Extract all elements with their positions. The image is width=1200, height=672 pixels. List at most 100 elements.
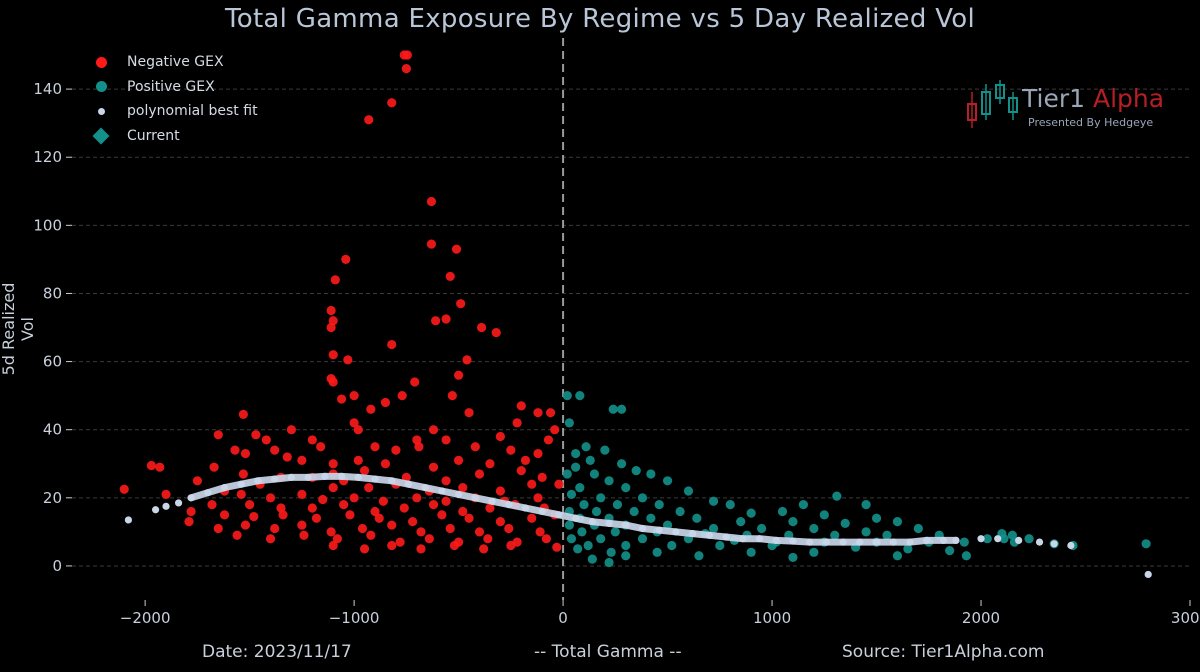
best-fit-legend-marker [97,107,105,115]
x-tick-label: 0 [558,609,568,627]
legend-label-negative-gex: Negative GEX [127,54,224,71]
negative-gex-point [232,530,242,540]
positive-gex-point [562,469,572,479]
negative-gex-point [238,409,248,419]
negative-gex-point [184,517,194,527]
positive-gex-point [861,500,871,510]
positive-gex-point [830,530,840,540]
negative-gex-point [359,465,370,476]
legend-entry-negative-gex: Negative GEX [88,50,258,75]
best-fit-point [977,535,985,543]
negative-gex-point [349,391,359,401]
positive-gex-point [959,537,969,547]
positive-gex-point [861,527,871,537]
negative-gex-point [249,511,259,522]
negative-gex-point [426,239,437,249]
negative-gex-point [441,496,451,506]
positive-gex-point [725,500,735,510]
negative-gex-point [387,339,397,350]
negative-gex-point [366,404,376,414]
negative-gex-point [453,455,464,465]
negative-gex-point [535,527,545,537]
negative-gex-point [506,445,516,455]
positive-gex-point [892,517,903,527]
positive-gex-point [999,534,1009,544]
best-fit-point [1050,540,1058,548]
negative-gex-point [453,370,464,380]
negative-gex-point [391,445,401,455]
negative-gex-point [458,506,468,517]
x-tick-label: 2000 [962,609,1000,627]
negative-gex-point [491,328,501,338]
positive-gex-point [637,534,648,544]
y-tick-label: 20 [43,489,62,507]
negative-gex-legend-marker [95,56,107,68]
negative-gex-point [357,523,368,534]
negative-gex-point [451,244,462,254]
positive-gex-point [604,476,614,486]
negative-gex-point [330,275,340,285]
negative-gex-point [512,418,522,428]
positive-gex-legend-marker [95,81,107,93]
best-fit-point [1015,536,1023,544]
negative-gex-point [554,479,564,489]
positive-gex-point [683,486,694,496]
negative-gex-point [527,513,537,523]
negative-gex-point [550,425,560,435]
positive-gex-point [577,527,587,537]
negative-gex-point [299,530,309,540]
positive-gex-point [788,517,798,527]
negative-gex-point [364,115,374,125]
negative-gex-point [370,442,380,452]
legend-entry-current: Current [88,124,258,149]
negative-gex-point [378,496,388,506]
positive-gex-point [819,510,829,520]
negative-gex-point [207,500,217,510]
negative-gex-point [441,435,451,445]
x-tick-label: −2000 [120,609,171,627]
negative-gex-point [520,455,531,465]
negative-gex-point [265,534,276,544]
positive-gex-point [575,483,585,493]
negative-gex-point [370,506,380,517]
negative-gex-point [380,397,391,408]
brand-subtitle: Presented By Hedgeye [1028,116,1154,129]
positive-gex-point [621,540,631,551]
negative-gex-point [341,254,351,264]
y-tick-label: 40 [43,421,62,439]
negative-gex-point [326,305,336,316]
positive-gex-point [694,551,704,561]
negative-gex-point [278,510,288,520]
positive-gex-point [798,500,809,510]
negative-gex-point [483,534,493,544]
y-tick-label: 0 [52,557,62,575]
positive-gex-point [662,476,673,486]
y-tick-label: 120 [33,148,62,166]
negative-gex-point [328,540,338,551]
x-tick-label: −1000 [329,609,380,627]
negative-gex-point [387,520,397,530]
best-fit-point [151,506,160,514]
positive-gex-point [654,500,664,510]
y-tick-label: 140 [33,80,62,98]
y-tick-label: 100 [33,216,62,234]
best-fit-point [162,502,170,510]
negative-gex-point [345,510,355,520]
negative-gex-point [270,445,280,455]
negative-gex-point [318,494,328,505]
positive-gex-point [736,517,746,527]
negative-gex-point [213,523,223,534]
negative-gex-point [397,391,407,401]
positive-gex-point [903,544,913,554]
positive-gex-point [587,554,597,564]
brand-logo: Tier1 Alpha Presented By Hedgeye [966,80,1166,136]
negative-gex-point [506,540,516,551]
negative-gex-point [297,489,307,500]
negative-gex-point [326,527,336,537]
negative-gex-point [328,377,338,387]
positive-gex-point [579,500,589,510]
legend-entry-positive-gex: Positive GEX [88,75,258,100]
negative-gex-point [431,316,441,326]
negative-gex-point [353,425,363,435]
negative-gex-point [326,322,336,333]
